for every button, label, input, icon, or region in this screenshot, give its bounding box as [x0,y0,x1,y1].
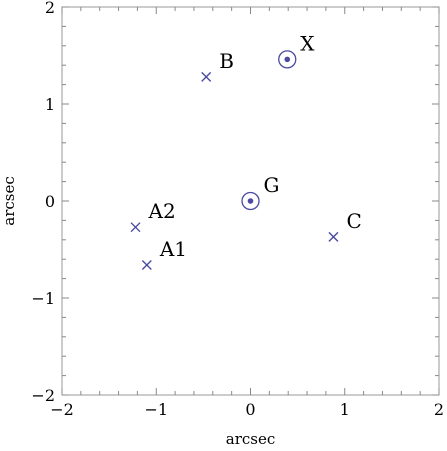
x-axis-label: arcsec [226,430,276,448]
y-tick-label: 2 [45,0,55,17]
dot-marker [247,198,254,204]
cross-marker [201,71,212,82]
point-label: A1 [159,237,187,261]
y-axis-label: arcsec [0,176,18,226]
y-tick-label: −1 [31,289,55,308]
x-tick-label: −2 [50,400,74,419]
x-tick-label: 1 [340,400,350,419]
point-g: G [241,173,280,211]
point-label: C [346,209,361,233]
y-tick-label: −2 [31,386,55,405]
cross-marker [130,222,141,233]
data-points: A1 A2 B C G X [130,31,362,271]
point-a2: A2 [130,199,176,233]
x-tick-label: 2 [434,400,444,419]
y-tick-label: 1 [45,95,55,114]
axis-tick-labels: −2 −1 0 1 2 −2 −1 0 1 2 [31,0,444,419]
point-label: B [219,49,234,73]
point-label: X [300,31,315,55]
point-c: C [328,209,362,242]
dot-marker [284,56,291,63]
point-label: A2 [148,199,176,223]
circle-marker [241,191,260,211]
point-a1: A1 [141,237,187,271]
x-tick-label: −1 [144,400,168,419]
point-b: B [201,49,234,82]
point-x: X [278,31,315,69]
x-tick-label: 0 [245,400,255,419]
cross-marker [328,231,339,242]
y-tick-label: 0 [45,192,55,211]
cross-marker [141,260,152,271]
axis-ticks [61,6,440,396]
circle-marker [278,50,297,69]
point-label: G [264,173,280,197]
